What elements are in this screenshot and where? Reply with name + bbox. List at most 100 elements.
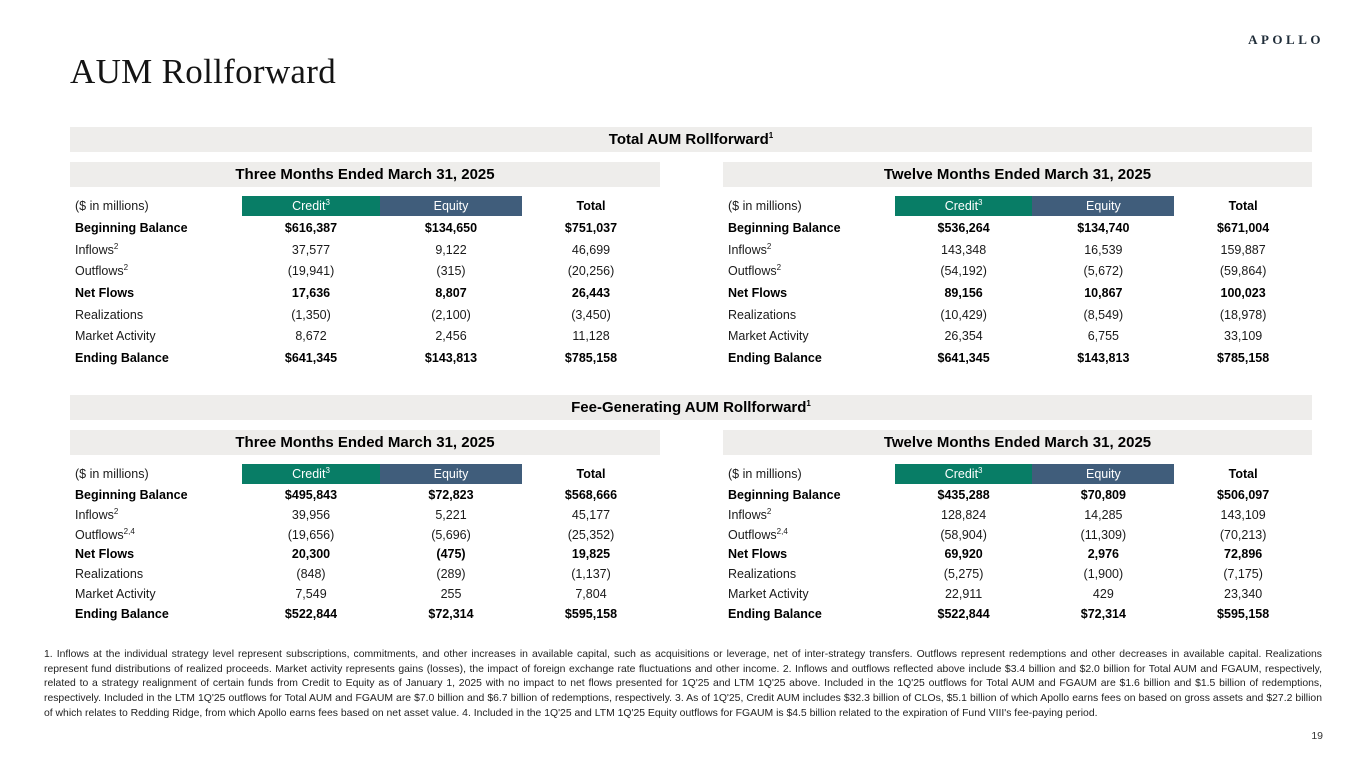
credit-value: $641,345 (937, 351, 990, 366)
total-value: 100,023 (1220, 286, 1266, 301)
total-value: (59,864) (1219, 264, 1267, 279)
table-row: Beginning Balance $536,264 $134,740 $671,00… (723, 218, 1312, 240)
row-label: Outflows2,4 (75, 526, 135, 542)
row-label: Inflows2 (75, 506, 119, 522)
table-three-months: Three Months Ended March 31, 2025 ($ in m… (70, 162, 660, 370)
total-value: 143,109 (1220, 507, 1266, 522)
period-title-band: Three Months Ended March 31, 2025 (70, 162, 660, 187)
table-header-row: ($ in millions) Credit3 Equity Total (70, 464, 660, 484)
equity-value: $134,740 (1077, 221, 1130, 235)
table-row: Inflows2 143,348 16,539 159,887 (723, 240, 1312, 262)
row-label: Inflows2 (728, 506, 772, 522)
row-label: Beginning Balance (75, 488, 188, 502)
table-header-row: ($ in millions) Credit3 Equity Total (70, 196, 660, 216)
credit-value: 69,920 (944, 547, 983, 562)
credit-value: $536,264 (937, 221, 990, 235)
credit-value: $616,387 (284, 221, 338, 235)
table-twelve-months: Twelve Months Ended March 31, 2025 ($ in … (723, 162, 1312, 370)
table-row: Net Flows 17,636 8,807 26,443 (70, 283, 660, 305)
equity-value: $70,809 (1080, 488, 1126, 502)
credit-value: 22,911 (944, 586, 983, 601)
equity-value: $134,650 (424, 221, 478, 235)
row-label: Beginning Balance (728, 488, 841, 502)
total-value: (25,352) (567, 527, 615, 542)
page-number: 19 (1311, 730, 1323, 742)
table-row: Net Flows 69,920 2,976 72,896 (723, 545, 1312, 565)
row-label: Net Flows (728, 547, 788, 562)
period-title-band: Twelve Months Ended March 31, 2025 (723, 430, 1312, 455)
credit-column-header: Credit3 (894, 196, 1033, 216)
row-label: Ending Balance (75, 351, 169, 366)
equity-value: (11,309) (1080, 527, 1127, 542)
row-label: Realizations (728, 567, 797, 582)
total-value: $785,158 (1217, 351, 1270, 366)
row-label: Market Activity (728, 329, 809, 344)
total-value: 26,443 (571, 286, 611, 301)
table-row: Realizations (848) (289) (1,137) (70, 565, 660, 585)
unit-label: ($ in millions) (75, 199, 149, 213)
table-row: Beginning Balance $495,843 $72,823 $568,666 (70, 486, 660, 506)
equity-value: $72,314 (428, 606, 474, 621)
total-value: (20,256) (567, 264, 615, 279)
credit-value: $495,843 (284, 488, 338, 502)
table-row: Outflows2,4 (58,904) (11,309) (70,213) (723, 526, 1312, 546)
table-header-row: ($ in millions) Credit3 Equity Total (723, 196, 1312, 216)
equity-value: $143,813 (424, 351, 478, 366)
table-row: Beginning Balance $435,288 $70,809 $506,097 (723, 486, 1312, 506)
credit-value: (19,656) (287, 527, 335, 542)
total-value: $595,158 (564, 606, 618, 621)
equity-value: 2,456 (435, 329, 467, 344)
equity-value: 8,807 (435, 286, 467, 301)
credit-value: 26,354 (944, 329, 983, 344)
table-row: Market Activity 7,549 255 7,804 (70, 585, 660, 605)
table-row: Outflows2 (19,941) (315) (20,256) (70, 261, 660, 283)
total-column-header: Total (576, 199, 606, 213)
row-label: Net Flows (75, 547, 135, 562)
section-title-band: Fee-Generating AUM Rollforward1 (70, 395, 1312, 420)
total-value: (3,450) (571, 307, 611, 322)
period-title-band: Twelve Months Ended March 31, 2025 (723, 162, 1312, 187)
equity-value: 5,221 (435, 507, 467, 522)
table-row: Ending Balance $641,345 $143,813 $785,158 (723, 348, 1312, 370)
total-value: 33,109 (1224, 329, 1263, 344)
total-value: $751,037 (564, 221, 618, 235)
credit-value: 7,549 (295, 586, 327, 601)
row-label: Realizations (728, 307, 797, 322)
row-label: Outflows2,4 (728, 526, 788, 542)
total-value: 19,825 (571, 547, 611, 562)
credit-value: (5,275) (943, 567, 984, 582)
credit-value: (19,941) (287, 264, 335, 279)
equity-value: 255 (440, 586, 462, 601)
equity-value: (289) (436, 567, 466, 582)
page-title: AUM Rollforward (70, 52, 336, 91)
credit-value: 8,672 (295, 329, 327, 344)
credit-value: $522,844 (284, 606, 338, 621)
table-rows: Beginning Balance $495,843 $72,823 $568,666… (70, 486, 660, 625)
row-label: Inflows2 (728, 241, 772, 257)
credit-value: (1,350) (291, 307, 331, 322)
table-row: Net Flows 89,156 10,867 100,023 (723, 283, 1312, 305)
equity-value: $143,813 (1077, 351, 1130, 366)
row-label: Realizations (75, 307, 144, 322)
row-label: Beginning Balance (728, 221, 841, 235)
row-label: Net Flows (75, 286, 135, 301)
credit-value: 37,577 (291, 242, 331, 257)
total-value: 159,887 (1220, 242, 1266, 257)
period-title-band: Three Months Ended March 31, 2025 (70, 430, 660, 455)
row-label: Realizations (75, 567, 144, 582)
credit-value: $522,844 (937, 606, 990, 621)
credit-value: 39,956 (291, 507, 331, 522)
table-rows: Beginning Balance $435,288 $70,809 $506,097… (723, 486, 1312, 625)
equity-value: 429 (1092, 586, 1114, 601)
table-row: Ending Balance $522,844 $72,314 $595,158 (723, 605, 1312, 625)
row-label: Ending Balance (75, 606, 169, 621)
total-value: 11,128 (572, 329, 610, 344)
table-rows: Beginning Balance $536,264 $134,740 $671,00… (723, 218, 1312, 370)
total-value: $568,666 (564, 488, 618, 502)
table-twelve-months: Twelve Months Ended March 31, 2025 ($ in … (723, 430, 1312, 625)
credit-value: (10,429) (940, 307, 987, 322)
table-row: Beginning Balance $616,387 $134,650 $751,03… (70, 218, 660, 240)
table-row: Market Activity 8,672 2,456 11,128 (70, 326, 660, 348)
equity-value: (2,100) (431, 307, 471, 322)
unit-label: ($ in millions) (728, 199, 802, 213)
